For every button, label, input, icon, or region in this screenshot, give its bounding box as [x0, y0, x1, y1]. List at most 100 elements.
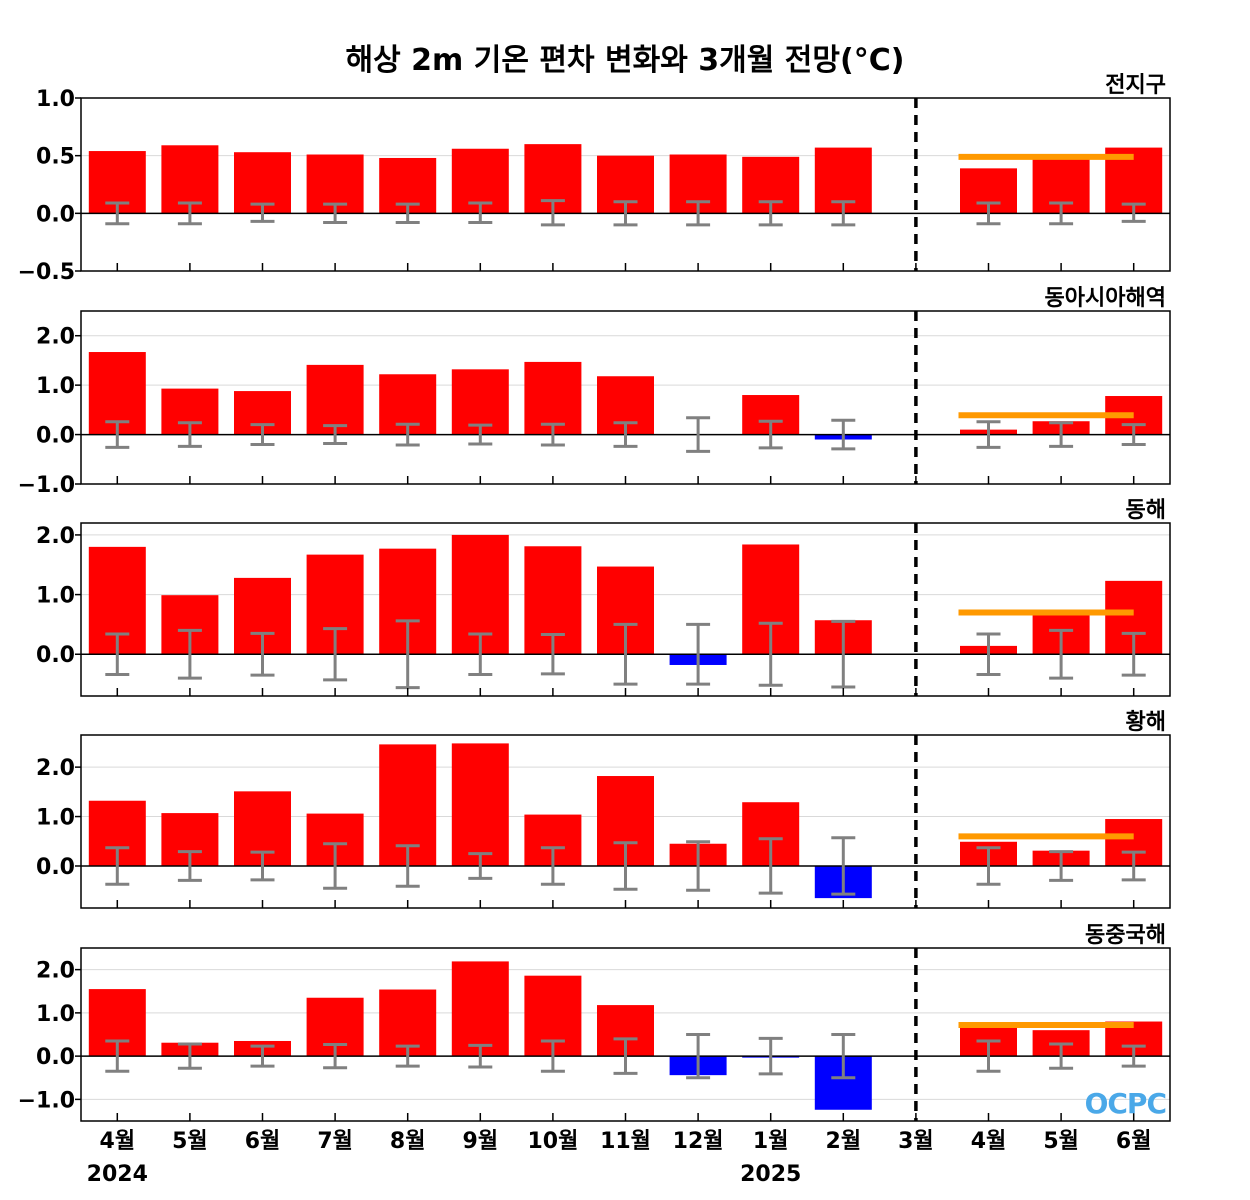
- error-bar: [395, 422, 420, 447]
- error-bar: [250, 631, 275, 677]
- ocpc-logo: OCPC: [1085, 1087, 1166, 1120]
- error-bar: [686, 840, 711, 892]
- panel-title: 황해: [1126, 710, 1166, 735]
- y-tick-label: 0.0: [36, 1045, 75, 1070]
- panel-2: 2.0 1.0 0.0 −1.0 동아시아해역: [18, 286, 1171, 498]
- x-tick-label: 7월: [317, 1129, 353, 1154]
- error-bar: [613, 841, 638, 891]
- panel-5: 2.0 1.0 0.0 −1.0 동중국해: [18, 923, 1171, 1122]
- error-bar: [758, 837, 783, 895]
- error-bar: [105, 201, 130, 226]
- y-tick-label: 1.0: [36, 1002, 75, 1027]
- error-bar: [323, 424, 348, 445]
- bar: [451, 961, 509, 1057]
- x-axis: 4월 5월 6월 7월 8월 9월 10월 11월 12월 1월 2월 3월 4월 5월 6월 2024 202…: [87, 1129, 1152, 1187]
- error-bar: [540, 1039, 565, 1073]
- y-tick-label: 1.0: [36, 87, 75, 112]
- error-bar: [105, 632, 130, 677]
- year-label: 2024: [87, 1162, 148, 1187]
- x-tick-label: 8월: [390, 1129, 426, 1154]
- error-bar: [831, 619, 856, 689]
- y-tick-label: 0.0: [36, 202, 75, 227]
- error-bar: [468, 632, 493, 677]
- y-tick-label: 1.0: [36, 584, 75, 609]
- error-bar: [976, 201, 1001, 226]
- x-tick-label: 3월: [898, 1129, 934, 1154]
- panel-title: 전지구: [1105, 73, 1166, 98]
- x-tick-label: 2월: [826, 1129, 862, 1154]
- error-bar: [250, 850, 275, 882]
- y-tick-label: 0.0: [36, 424, 75, 449]
- x-tick-label: 6월: [1116, 1129, 1152, 1154]
- error-bar: [105, 846, 130, 886]
- error-bar: [468, 852, 493, 880]
- panel-1: 1.0 0.5 0.0 −0.5 전지구: [18, 73, 1171, 285]
- error-bar: [686, 622, 711, 686]
- error-bar: [976, 420, 1001, 449]
- error-bar: [540, 422, 565, 447]
- error-bar: [1049, 201, 1074, 226]
- error-bar: [613, 1037, 638, 1075]
- error-bar: [105, 1039, 130, 1073]
- y-tick-label: 2.0: [36, 325, 75, 350]
- error-bar: [758, 200, 783, 227]
- error-bar: [395, 619, 420, 690]
- error-bar: [758, 621, 783, 687]
- error-bar: [976, 846, 1001, 886]
- error-bar: [323, 1042, 348, 1070]
- x-tick-label: 6월: [245, 1129, 281, 1154]
- error-bar: [831, 200, 856, 227]
- error-bar: [250, 202, 275, 223]
- y-tick-label: 0.5: [36, 145, 75, 170]
- year-label: 2025: [740, 1162, 801, 1187]
- error-bar: [1049, 850, 1074, 882]
- error-bar: [831, 418, 856, 451]
- y-tick-label: −1.0: [18, 473, 75, 498]
- panel-title: 동아시아해역: [1045, 286, 1166, 311]
- x-tick-label: 1월: [753, 1129, 789, 1154]
- error-bar: [177, 1042, 202, 1070]
- panel-3: 2.0 1.0 0.0 동해: [36, 498, 1171, 697]
- bar: [524, 361, 582, 435]
- error-bar: [613, 200, 638, 227]
- error-bar: [540, 633, 565, 676]
- error-bar: [105, 420, 130, 449]
- error-bar: [250, 1044, 275, 1068]
- x-tick-label: 5월: [172, 1129, 208, 1154]
- error-bar: [1121, 202, 1146, 223]
- error-bar: [323, 627, 348, 682]
- error-bar: [1049, 628, 1074, 680]
- error-bar: [686, 200, 711, 227]
- error-bar: [1049, 1042, 1074, 1070]
- y-tick-label: 0.0: [36, 643, 75, 668]
- panel-title: 동해: [1126, 498, 1166, 523]
- error-bar: [250, 423, 275, 446]
- chart-title: 해상 2m 기온 편차 변화와 3개월 전망(°C): [346, 43, 905, 78]
- bar: [306, 364, 364, 435]
- error-bar: [758, 419, 783, 450]
- error-bar: [395, 1044, 420, 1068]
- y-tick-label: 1.0: [36, 806, 75, 831]
- x-tick-label: 4월: [971, 1129, 1007, 1154]
- error-bar: [177, 201, 202, 226]
- error-bar: [540, 199, 565, 227]
- error-bar: [1121, 631, 1146, 677]
- error-bar: [468, 1043, 493, 1069]
- error-bar: [540, 846, 565, 886]
- error-bar: [323, 842, 348, 890]
- error-bar: [758, 1036, 783, 1076]
- error-bar: [1121, 1044, 1146, 1068]
- error-bar: [1121, 423, 1146, 446]
- error-bar: [468, 423, 493, 446]
- y-tick-label: 1.0: [36, 374, 75, 399]
- panel-title: 동중국해: [1085, 923, 1166, 948]
- y-tick-label: 2.0: [36, 959, 75, 984]
- error-bar: [177, 421, 202, 448]
- panels: 1.0 0.5 0.0 −0.5 전지구 2.0 1.0 0.0 −1.0 동아시아해역 2.0 1.…: [18, 73, 1171, 1122]
- x-tick-label: 5월: [1043, 1129, 1079, 1154]
- x-tick-label: 11월: [600, 1129, 651, 1154]
- error-bar: [1121, 850, 1146, 882]
- error-bar: [976, 1039, 1001, 1073]
- error-bar: [613, 421, 638, 448]
